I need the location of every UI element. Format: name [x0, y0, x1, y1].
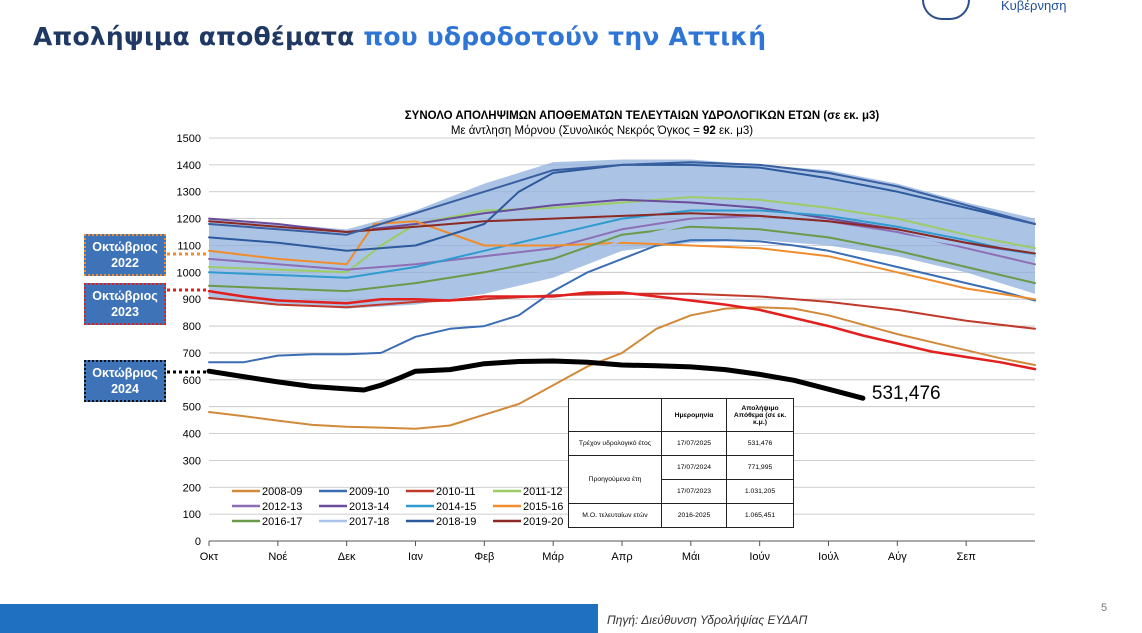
x-tick-label: Οκτ: [200, 551, 219, 563]
table-header-cell: Ημερομηνία: [661, 398, 727, 432]
slide-title: Απολήψιμα αποθέματα που υδροδοτούν την Α…: [33, 22, 766, 51]
x-tick-label: Φεβ: [474, 551, 494, 563]
legend-label: 2018-19: [436, 516, 476, 528]
table-cell: Προηγούμενα έτη: [568, 455, 662, 504]
label-october-2024-month: Οκτώβριος: [92, 366, 158, 380]
table-cell: 771,995: [726, 455, 794, 480]
x-tick-label: Ιούν: [749, 551, 770, 563]
legend-label: 2019-20: [523, 516, 563, 528]
label-october-2023-month: Οκτώβριος: [92, 289, 158, 303]
table-cell: 17/07/2024: [661, 455, 727, 480]
table-cell: Τρέχον υδρολογικό έτος: [568, 431, 662, 456]
y-tick-label: 800: [183, 321, 201, 333]
y-tick-label: 400: [183, 429, 201, 441]
chart-subtitle-part: Με άντληση Μόρνου (Συνολικός Νεκρός Όγκο…: [451, 125, 703, 137]
series-line-2018-19: [208, 163, 1036, 252]
legend-label: 2017-18: [349, 516, 389, 528]
label-october-2023: Οκτώβριος 2023: [84, 283, 166, 325]
legend-label: 2011-12: [523, 486, 563, 498]
table-cell: 17/07/2025: [661, 431, 727, 456]
source-note: Πηγή: Διεύθυνση Υδρολήψίας ΕΥΔΑΠ: [607, 613, 808, 627]
table-cell: 17/07/2023: [661, 479, 727, 504]
table-cell: 1.031,205: [726, 479, 794, 504]
series-line-2010-11: [208, 292, 1036, 330]
label-october-2022-year: 2022: [111, 256, 139, 270]
legend-label: 2008-09: [262, 486, 302, 498]
y-tick-label: 700: [183, 348, 201, 360]
table-cell: 1.065,451: [726, 503, 794, 528]
series-line-2019-20: [208, 212, 1036, 255]
series-line-other: [208, 161, 1036, 236]
y-tick-label: 1100: [177, 240, 201, 252]
footer-bar: [0, 604, 598, 633]
legend-label: 2012-13: [262, 501, 302, 513]
table-header-row: Ημερομηνία Απολήψιμο Απόθεμα (σε εκ. κ.μ…: [568, 398, 794, 432]
chart-subtitle-part: 92: [703, 125, 716, 137]
y-tick-label: 600: [183, 375, 201, 387]
final-value-annotation: 531,476: [872, 383, 941, 404]
table-row: Τρέχον υδρολογικό έτος 17/07/2025 531,47…: [568, 431, 794, 456]
x-tick-label: Απρ: [611, 551, 632, 563]
table-cell: 2016-2025: [661, 503, 727, 528]
table-cell: Μ.Ο. τελευταίων ετών: [568, 503, 662, 528]
x-tick-label: Δεκ: [338, 551, 356, 563]
chart-title: ΣΥΝΟΛΟ ΑΠΟΛΗΨΙΜΩΝ ΑΠΟΘΕΜΑΤΩΝ ΤΕΛΕΥΤΑΙΩΝ …: [405, 110, 880, 122]
chart-subtitle: Με άντληση Μόρνου (Συνολικός Νεκρός Όγκο…: [451, 125, 753, 137]
series-line-2014-15: [208, 209, 1036, 279]
stock-table: Ημερομηνία Απολήψιμο Απόθεμα (σε εκ. κ.μ…: [568, 398, 794, 528]
series-line-2011-12: [208, 196, 1036, 274]
slide-title-main: Απολήψιμα αποθέματα: [33, 22, 364, 51]
page-number: 5: [1101, 602, 1108, 614]
legend-label: 2014-15: [436, 501, 476, 513]
y-tick-label: 1400: [177, 160, 201, 172]
table-row: Μ.Ο. τελευταίων ετών 2016-2025 1.065,451: [568, 503, 794, 528]
x-tick-label: Νοέ: [268, 551, 287, 563]
y-tick-label: 1000: [177, 267, 201, 279]
x-tick-label: Ιαν: [408, 551, 423, 563]
series-line-2016-17: [208, 225, 1036, 293]
chart-subtitle-part: εκ. μ3): [716, 125, 753, 137]
logo-text: Κυβέρνηση: [1001, 0, 1067, 13]
y-tick-label: 300: [183, 455, 201, 467]
legend-label: 2016-17: [262, 516, 302, 528]
label-october-2024-year: 2024: [111, 382, 139, 396]
legend-label: 2013-14: [349, 501, 389, 513]
y-tick-label: 500: [183, 402, 201, 414]
x-tick-label: Αύγ: [888, 551, 907, 563]
x-tick-label: Μάι: [682, 551, 701, 563]
table-header-cell: [568, 398, 662, 432]
series-line-current: [206, 358, 866, 401]
table-row: Προηγούμενα έτη 17/07/2024 771,995: [568, 455, 794, 504]
series-line-other: [207, 289, 1037, 371]
slide-title-accent: που υδροδοτούν την Αττική: [363, 22, 767, 51]
series-line-2012-13: [208, 214, 1036, 271]
x-tick-label: Μάρ: [542, 551, 564, 563]
label-october-2022: Οκτώβριος 2022: [84, 234, 166, 276]
y-tick-label: 1500: [177, 133, 201, 145]
table-header-cell: Απολήψιμο Απόθεμα (σε εκ. κ.μ.): [726, 398, 794, 432]
y-tick-label: 900: [183, 294, 201, 306]
series-line-2009-10: [208, 239, 1036, 364]
series-line-2015-16: [208, 220, 1036, 301]
y-tick-label: 1300: [177, 187, 201, 199]
legend-label: 2010-11: [436, 486, 476, 498]
y-tick-label: 1200: [177, 214, 201, 226]
label-october-2023-year: 2023: [111, 305, 139, 319]
y-tick-label: 0: [195, 536, 201, 548]
x-tick-label: Ιούλ: [818, 551, 839, 563]
y-tick-label: 200: [183, 482, 201, 494]
legend-label: 2015-16: [523, 501, 563, 513]
series-line-2008-09: [208, 306, 1036, 430]
x-tick-label: Σεπ: [957, 551, 977, 563]
label-october-2024: Οκτώβριος 2024: [84, 360, 166, 402]
y-tick-label: 100: [183, 509, 201, 521]
table-row: 17/07/2023 1.031,205: [569, 479, 794, 504]
series-line-2017-18: [208, 220, 1036, 306]
table-cell: 531,476: [726, 431, 794, 456]
label-october-2022-month: Οκτώβριος: [92, 240, 158, 254]
legend-label: 2009-10: [349, 486, 389, 498]
